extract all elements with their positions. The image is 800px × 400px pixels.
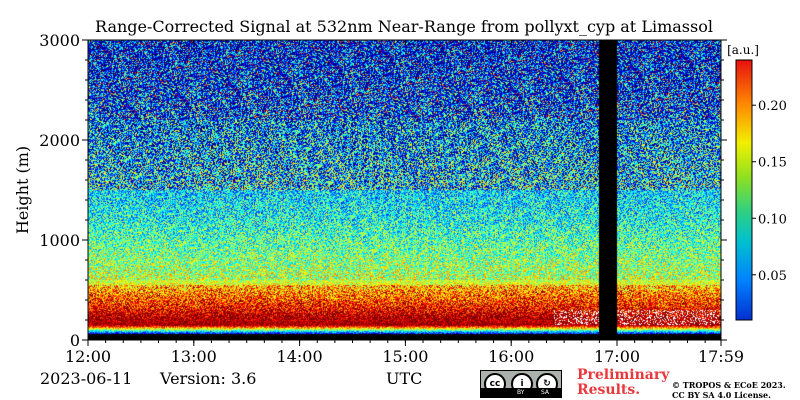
badge-by-text: BY — [517, 389, 525, 396]
y-axis-label: Height (m) — [13, 146, 32, 234]
cc-by-sa-icon: cc i ↻ BY SA — [480, 370, 562, 398]
colorbar-tick-label: 0.10 — [758, 212, 787, 227]
y-tick-label: 1000 — [39, 231, 80, 250]
footer-utc: UTC — [386, 369, 423, 388]
colorbar — [735, 59, 753, 321]
footer-version: Version: 3.6 — [160, 369, 257, 388]
x-tick-label: 17:00 — [594, 347, 640, 366]
y-tick-label: 0 — [70, 331, 80, 350]
colorbar-tick-label: 0.05 — [758, 269, 787, 284]
y-axis: 0 1000 2000 3000 — [39, 31, 727, 350]
colorbar-tick-label: 0.15 — [758, 156, 787, 171]
copyright-line-2: CC BY SA 4.0 License. — [672, 390, 771, 400]
x-axis: 12:00 13:00 14:00 15:00 16:00 17:00 17:59 — [65, 40, 744, 366]
preliminary-line-2: Results. — [577, 382, 641, 398]
preliminary-note: Preliminary Results. — [577, 368, 669, 398]
colorbar-tick-label: 0.20 — [758, 99, 787, 114]
heatmap-raster — [88, 40, 721, 340]
x-tick-label: 15:00 — [382, 347, 428, 366]
x-tick-label: 12:00 — [65, 347, 111, 366]
copyright-note: © TROPOS & ECoE 2023. CC BY SA 4.0 Licen… — [672, 380, 786, 400]
chart-title: Range-Corrected Signal at 532nm Near-Ran… — [95, 17, 713, 36]
plot-frame — [87, 39, 722, 341]
x-tick-label: 17:59 — [698, 347, 744, 366]
colorbar-ticks: 0.05 0.10 0.15 0.20 — [752, 99, 787, 284]
x-tick-label: 16:00 — [488, 347, 534, 366]
y-tick-label: 3000 — [39, 31, 80, 50]
preliminary-line-1: Preliminary — [577, 367, 670, 383]
colorbar-label: [a.u.] — [727, 43, 759, 57]
y-tick-label: 2000 — [39, 131, 80, 150]
badge-sa-text: SA — [541, 389, 550, 396]
x-tick-label: 14:00 — [277, 347, 323, 366]
footer-date: 2023-06-11 — [40, 369, 133, 388]
copyright-line-1: © TROPOS & ECoE 2023. — [672, 380, 786, 390]
x-tick-label: 13:00 — [171, 347, 217, 366]
